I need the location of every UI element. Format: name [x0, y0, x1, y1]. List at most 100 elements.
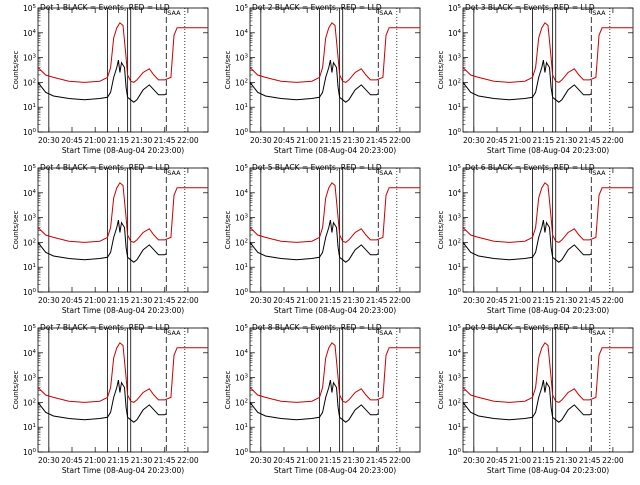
plot-frame — [249, 167, 421, 293]
y-tick-label: 105 — [448, 4, 462, 13]
y-tick-label: 103 — [23, 54, 37, 63]
x-tick-label: 20:30 — [38, 136, 60, 145]
events-series-line — [462, 219, 592, 263]
plot-frame — [462, 7, 634, 133]
y-tick-label: 101 — [235, 263, 248, 272]
y-tick-label: 103 — [235, 54, 249, 63]
y-tick-label: 100 — [235, 128, 249, 137]
panel-title: Det 6 BLACK = Events, RED = LLD — [465, 163, 595, 172]
panel-title: Det 3 BLACK = Events, RED = LLD — [465, 3, 595, 12]
x-tick-label: 20:30 — [250, 456, 272, 465]
x-axis-label: Start Time (08-Aug-04 20:23:00) — [274, 306, 396, 315]
x-tick-label: 21:15 — [108, 136, 130, 145]
y-tick-label: 103 — [235, 374, 249, 383]
x-tick-label: 21:45 — [579, 456, 601, 465]
x-tick-label: 21:00 — [84, 456, 106, 465]
y-tick-label: 103 — [23, 214, 37, 223]
x-axis-label: Start Time (08-Aug-04 20:23:00) — [62, 146, 184, 155]
y-tick-label: 100 — [448, 288, 462, 297]
x-tick-label: 21:30 — [343, 456, 365, 465]
plot-frame — [462, 327, 634, 453]
y-tick-label: 105 — [23, 324, 37, 333]
y-tick-label: 105 — [23, 4, 37, 13]
x-tick-label: 20:45 — [61, 456, 83, 465]
y-tick-label: 102 — [23, 238, 36, 247]
y-tick-label: 100 — [23, 288, 37, 297]
y-tick-label: 100 — [23, 128, 37, 137]
panel-title: Det 7 BLACK = Events, RED = LLD — [40, 323, 170, 332]
x-tick-label: 21:15 — [320, 456, 342, 465]
x-tick-label: 21:00 — [509, 136, 531, 145]
y-tick-label: 102 — [235, 78, 248, 87]
x-tick-label: 20:45 — [61, 296, 83, 305]
x-tick-label: 21:45 — [154, 456, 176, 465]
x-axis-label: Start Time (08-Aug-04 20:23:00) — [274, 466, 396, 475]
x-tick-label: 22:00 — [177, 456, 199, 465]
y-tick-label: 101 — [448, 103, 461, 112]
panel-title: Det 8 BLACK = Events, RED = LLD — [252, 323, 382, 332]
y-tick-label: 105 — [235, 4, 249, 13]
x-tick-label: 20:30 — [38, 456, 60, 465]
plot-frame — [249, 327, 421, 453]
x-axis-label: Start Time (08-Aug-04 20:23:00) — [274, 146, 396, 155]
x-tick-label: 21:45 — [366, 456, 388, 465]
y-tick-label: 104 — [235, 29, 249, 38]
lld-series-line — [249, 342, 420, 403]
x-tick-label: 21:15 — [533, 456, 555, 465]
y-axis-label: Counts/sec — [12, 211, 20, 250]
x-tick-label: 21:30 — [556, 456, 578, 465]
y-axis-label: Counts/sec — [437, 371, 445, 410]
x-tick-label: 21:15 — [533, 296, 555, 305]
x-tick-label: 21:45 — [154, 296, 176, 305]
saa-label: SAA — [592, 9, 606, 17]
x-tick-label: 21:30 — [343, 296, 365, 305]
events-series-line — [37, 219, 167, 263]
panel-title: Det 2 BLACK = Events, RED = LLD — [252, 3, 382, 12]
lld-series-line — [462, 342, 633, 403]
x-tick-label: 22:00 — [389, 296, 411, 305]
panel-title: Det 4 BLACK = Events, RED = LLD — [40, 163, 170, 172]
y-tick-label: 101 — [23, 263, 36, 272]
y-tick-label: 105 — [235, 164, 249, 173]
x-tick-label: 22:00 — [602, 456, 624, 465]
y-tick-label: 104 — [235, 189, 249, 198]
y-tick-label: 103 — [448, 54, 462, 63]
y-axis-label: Counts/sec — [437, 51, 445, 90]
x-tick-label: 20:30 — [38, 296, 60, 305]
y-tick-label: 103 — [448, 214, 462, 223]
events-series-line — [37, 379, 167, 423]
x-tick-label: 21:15 — [108, 456, 130, 465]
y-tick-label: 105 — [448, 164, 462, 173]
x-tick-label: 21:15 — [320, 296, 342, 305]
plot-frame — [37, 7, 209, 133]
x-tick-label: 22:00 — [177, 136, 199, 145]
x-tick-label: 20:45 — [273, 136, 295, 145]
events-series-line — [462, 379, 592, 423]
y-tick-label: 105 — [235, 324, 249, 333]
x-tick-label: 20:45 — [273, 456, 295, 465]
x-tick-label: 20:45 — [273, 296, 295, 305]
x-tick-label: 22:00 — [389, 456, 411, 465]
saa-label: SAA — [592, 329, 606, 337]
y-axis-label: Counts/sec — [224, 51, 232, 90]
x-tick-label: 21:00 — [296, 456, 318, 465]
y-tick-label: 102 — [448, 238, 461, 247]
events-series-line — [37, 59, 167, 103]
x-tick-label: 21:45 — [579, 296, 601, 305]
x-axis-label: Start Time (08-Aug-04 20:23:00) — [487, 466, 609, 475]
saa-label: SAA — [167, 9, 181, 17]
y-tick-label: 103 — [448, 374, 462, 383]
x-tick-label: 21:30 — [556, 296, 578, 305]
y-axis-label: Counts/sec — [224, 371, 232, 410]
x-tick-label: 21:45 — [366, 136, 388, 145]
y-tick-label: 104 — [235, 349, 249, 358]
x-tick-label: 20:45 — [486, 136, 508, 145]
y-axis-label: Counts/sec — [224, 211, 232, 250]
saa-label: SAA — [167, 169, 181, 177]
y-tick-label: 102 — [448, 398, 461, 407]
x-tick-label: 21:15 — [108, 296, 130, 305]
